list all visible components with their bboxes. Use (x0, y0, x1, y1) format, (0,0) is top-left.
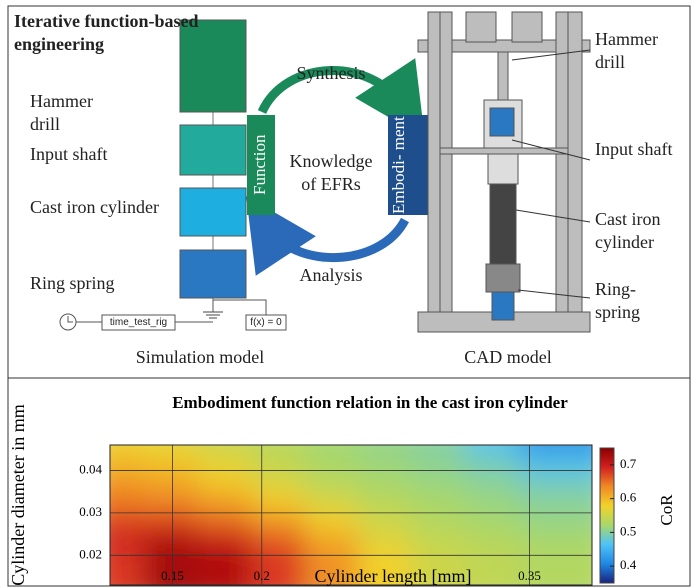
colorbar-label: CoR (657, 494, 676, 526)
cad-label: Input shaft (595, 138, 685, 161)
caption: Simulation model (100, 346, 300, 369)
x-axis-label: Cylinder length [mm] (315, 566, 472, 586)
y-tick-label: 0.04 (79, 461, 102, 476)
cad-drawing (418, 12, 590, 332)
cycle-bottom: Analysis (271, 264, 391, 287)
block (180, 250, 246, 298)
cycle-top: Synthesis (271, 62, 391, 85)
title: Iterative function-based engineering (14, 10, 284, 56)
chart-title: Embodiment function relation in the cast… (172, 393, 568, 412)
x-tick-label: 0.35 (518, 568, 541, 583)
cad-label: Ring-spring (595, 278, 665, 324)
cad-label: Cast iron cylinder (595, 208, 685, 254)
page: 0.15 0.2 0.35 0.02 0.03 0.04 Embodiment functi… (0, 0, 696, 588)
caption: CAD model (408, 346, 608, 369)
analysis-arrow (266, 220, 405, 258)
ground (203, 312, 223, 318)
cycle-center: Knowledge of EFRs (281, 150, 381, 196)
block (180, 188, 246, 236)
block-label: Cast iron cylinder (30, 196, 160, 219)
cycle-left: Function (251, 115, 271, 215)
cad-label: Hammer drill (595, 28, 685, 74)
cycle-right: Embodi- ment (390, 115, 426, 215)
block-label: Input shaft (30, 143, 160, 166)
colorbar-tick-label: 0.5 (620, 523, 636, 538)
block-label: Hammer drill (30, 90, 120, 136)
condition-label: f(x) = 0 (246, 315, 286, 330)
y-tick-label: 0.02 (79, 546, 102, 561)
y-tick-label: 0.03 (79, 504, 102, 519)
colorbar (600, 448, 614, 583)
colorbar-tick-label: 0.6 (620, 490, 637, 505)
clock-label: time_test_rig (102, 315, 175, 330)
colorbar-tick-label: 0.7 (620, 456, 637, 471)
x-tick-label: 0.2 (254, 568, 270, 583)
block (180, 125, 246, 175)
heatmap (90, 423, 612, 588)
colorbar-tick-label: 0.4 (620, 557, 637, 572)
y-axis-label: Cylinder diameter in mm (8, 404, 28, 585)
block-label: Ring spring (30, 272, 170, 295)
x-tick-label: 0.15 (161, 568, 184, 583)
